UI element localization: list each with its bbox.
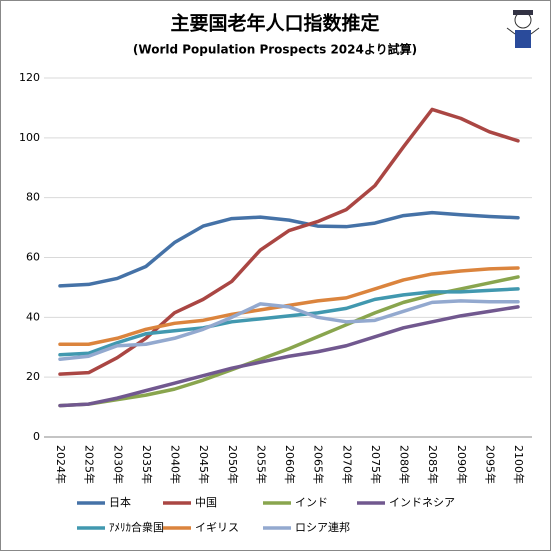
x-tick-label: 2090年 xyxy=(455,445,469,484)
series-line xyxy=(58,299,520,361)
y-tick-label: 80 xyxy=(26,191,40,204)
chart-title: 主要国老年人口指数推定 xyxy=(170,12,379,35)
x-tick-label: 2040年 xyxy=(169,445,183,484)
x-tick-label: 2050年 xyxy=(226,445,240,484)
x-tick-label: 2065年 xyxy=(312,445,326,484)
x-tick-label: 2055年 xyxy=(254,445,268,484)
x-tick-label: 2085年 xyxy=(426,445,440,484)
x-tick-label: 2025年 xyxy=(83,445,97,484)
series-line xyxy=(58,305,520,408)
x-tick-label: 2075年 xyxy=(369,445,383,484)
y-tick-label: 40 xyxy=(26,310,40,323)
mascot-icon xyxy=(506,10,540,48)
x-tick-label: 2070年 xyxy=(340,445,354,484)
x-tick-label: 2080年 xyxy=(398,445,412,484)
y-tick-label: 120 xyxy=(19,71,40,84)
chart-subtitle: (World Population Prospects 2024より試算) xyxy=(133,42,417,57)
y-tick-label: 60 xyxy=(26,251,40,264)
series-line xyxy=(58,287,520,357)
x-tick-label: 2100年 xyxy=(512,445,526,484)
legend-label: 日本 xyxy=(109,495,131,509)
y-tick-label: 0 xyxy=(33,430,40,443)
x-tick-label: 2024年 xyxy=(54,445,68,484)
legend-label: 中国 xyxy=(195,496,217,509)
legend-label: ｱﾒﾘｶ合衆国 xyxy=(109,520,164,534)
x-tick-label: 2095年 xyxy=(483,445,497,484)
series-line xyxy=(58,210,520,288)
x-tick-label: 2045年 xyxy=(197,445,211,484)
x-tick-label: 2035年 xyxy=(140,445,154,484)
y-tick-label: 20 xyxy=(26,370,40,383)
legend-label: インド xyxy=(295,496,328,509)
x-tick-label: 2030年 xyxy=(111,445,125,484)
y-tick-label: 100 xyxy=(19,131,40,144)
legend-label: イギリス xyxy=(195,521,239,534)
legend-label: ロシア連邦 xyxy=(295,520,350,534)
x-tick-label: 2060年 xyxy=(283,445,297,484)
legend-label: インドネシア xyxy=(389,496,455,509)
